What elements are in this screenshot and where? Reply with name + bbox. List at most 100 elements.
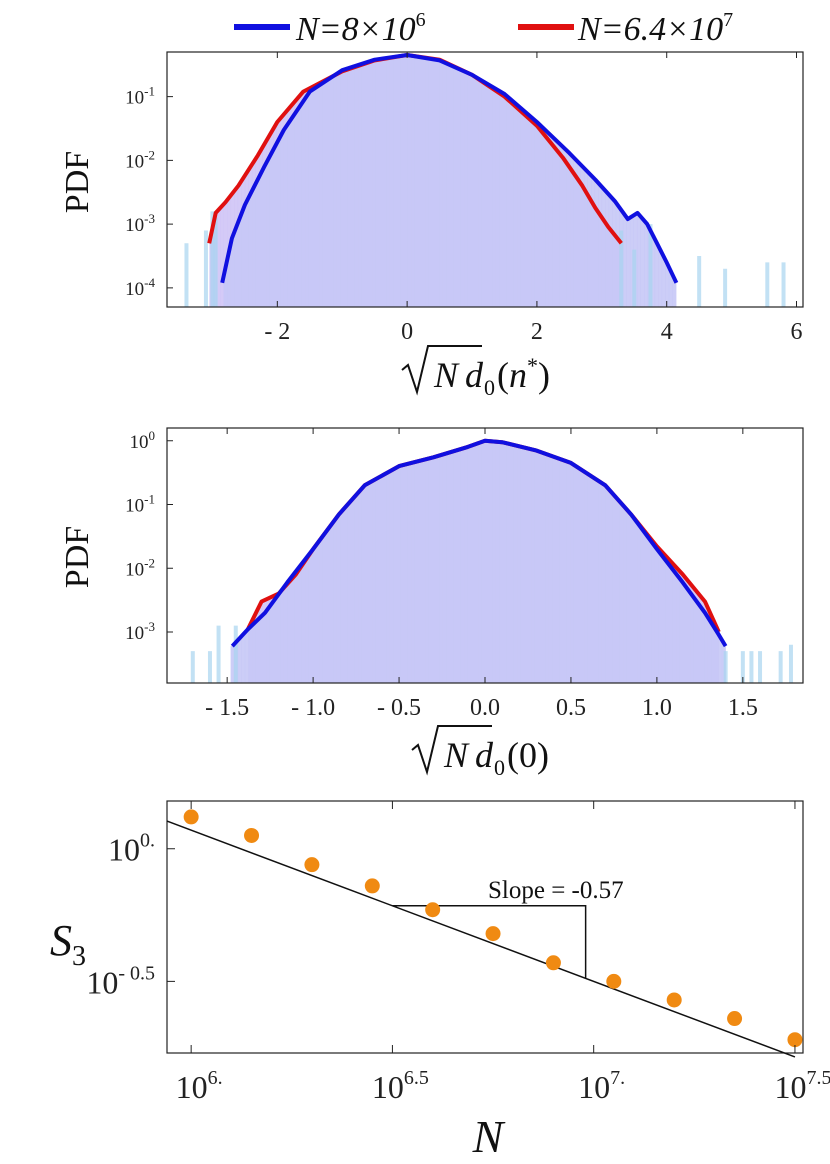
histogram-bar — [354, 65, 359, 308]
histogram-bar — [265, 609, 271, 683]
histogram-bar — [485, 440, 490, 683]
histogram-bar — [258, 173, 263, 307]
histogram-bar — [216, 625, 221, 683]
histogram-bar — [216, 210, 221, 307]
histogram-bar — [417, 460, 422, 683]
histogram-bar — [417, 57, 422, 307]
histogram-bar — [435, 60, 440, 307]
histogram-bar — [636, 524, 642, 683]
histogram-bar — [456, 68, 461, 307]
histogram-bar — [530, 118, 536, 307]
histogram-bar — [276, 140, 281, 307]
histogram-bar — [583, 169, 589, 307]
histogram-bar — [555, 458, 560, 683]
data-point — [304, 857, 320, 873]
histogram-bar — [470, 75, 475, 307]
histogram-bar — [449, 451, 454, 683]
axis-ticks: - 1.5 - 1.0 - 0.5 0.0 0.5 1.0 1.5 100 10-1 10-2 10… — [125, 428, 758, 721]
histogram-bar — [689, 594, 695, 683]
data-point — [666, 992, 682, 1008]
legend-label-1: N=8×106 — [295, 9, 426, 48]
series-line — [220, 53, 679, 284]
histogram-bar — [326, 79, 331, 307]
histogram-bar — [386, 57, 391, 307]
histogram-bar — [403, 464, 408, 683]
x-tick-label: 0.0 — [470, 695, 500, 721]
histogram-bar — [428, 458, 433, 683]
plot-frame — [166, 800, 804, 1054]
histogram-bar — [601, 188, 606, 307]
histogram-bar — [608, 491, 613, 683]
histogram-bar — [499, 91, 504, 307]
histogram-bar — [749, 651, 754, 683]
svg-text:(0): (0) — [507, 735, 549, 775]
histogram-bar — [407, 463, 412, 683]
histogram-bar — [569, 463, 574, 683]
histogram-bar — [230, 646, 235, 683]
histogram-bar — [538, 451, 543, 683]
histogram-bar — [382, 58, 387, 307]
x-tick-label: 0 — [401, 319, 413, 345]
histogram-bars — [184, 55, 786, 308]
y-axis-label: S3 — [50, 916, 86, 972]
histogram-bar — [675, 575, 680, 683]
histogram-bar — [244, 201, 249, 307]
histogram-bar — [672, 277, 677, 307]
histogram-bar — [190, 651, 195, 683]
histogram-bar — [612, 200, 617, 307]
histogram-bar — [364, 484, 369, 683]
histogram-bar — [622, 507, 627, 683]
histogram-bar — [269, 153, 274, 307]
histogram-bar — [477, 442, 483, 683]
histogram-bar — [439, 60, 444, 307]
histogram-bar — [605, 192, 610, 307]
axis-ticks: 106. 106.5 107. 107.5 100. 10- 0.5 — [86, 801, 830, 1105]
histogram-bar — [424, 459, 430, 683]
histogram-bar — [626, 510, 631, 683]
histogram-bar — [723, 268, 728, 307]
histogram-bar — [598, 184, 603, 307]
histogram-bar — [488, 441, 493, 683]
data-point — [244, 827, 260, 843]
data-points — [183, 809, 803, 1048]
histogram-bar — [668, 270, 673, 307]
histogram-bar — [414, 56, 419, 307]
histogram-bar — [340, 70, 345, 307]
histogram-bar — [184, 243, 189, 307]
data-point — [727, 1011, 743, 1027]
data-point — [425, 902, 441, 918]
histogram-bar — [718, 636, 723, 683]
histogram-bar — [758, 651, 763, 683]
histogram-bar — [354, 495, 359, 683]
histogram-bar — [223, 202, 228, 307]
histogram-bar — [463, 71, 468, 307]
histogram-bar — [658, 552, 663, 683]
histogram-bar — [654, 548, 659, 683]
histogram-bar — [318, 538, 324, 683]
histogram-bar — [485, 83, 490, 307]
histogram-bar — [619, 230, 624, 307]
x-tick-label: 0.5 — [556, 695, 586, 721]
slope-annotation: Slope = -0.57 — [488, 877, 624, 904]
histogram-bar — [432, 59, 437, 307]
histogram-bar — [248, 194, 253, 307]
histogram-bar — [781, 262, 786, 307]
histogram-bar — [410, 462, 415, 683]
histogram-bar — [555, 141, 560, 307]
histogram-bar — [495, 441, 500, 683]
histogram-bar — [534, 121, 539, 307]
histogram-bar — [389, 470, 394, 683]
x-tick-label: 107.5 — [774, 1067, 830, 1105]
histogram-bar — [661, 557, 666, 683]
svg-text:N: N — [433, 355, 460, 395]
histogram-bar — [576, 467, 581, 683]
histogram-bar — [598, 481, 603, 683]
histogram-bar — [640, 529, 645, 683]
histogram-bar — [658, 249, 663, 307]
histogram-bar — [502, 442, 507, 683]
histogram-bar — [594, 479, 599, 683]
histogram-bar — [213, 217, 218, 307]
histogram-bar — [502, 93, 507, 307]
fit-line-segment — [166, 820, 796, 1058]
y-tick-label: 10-2 — [125, 147, 155, 172]
